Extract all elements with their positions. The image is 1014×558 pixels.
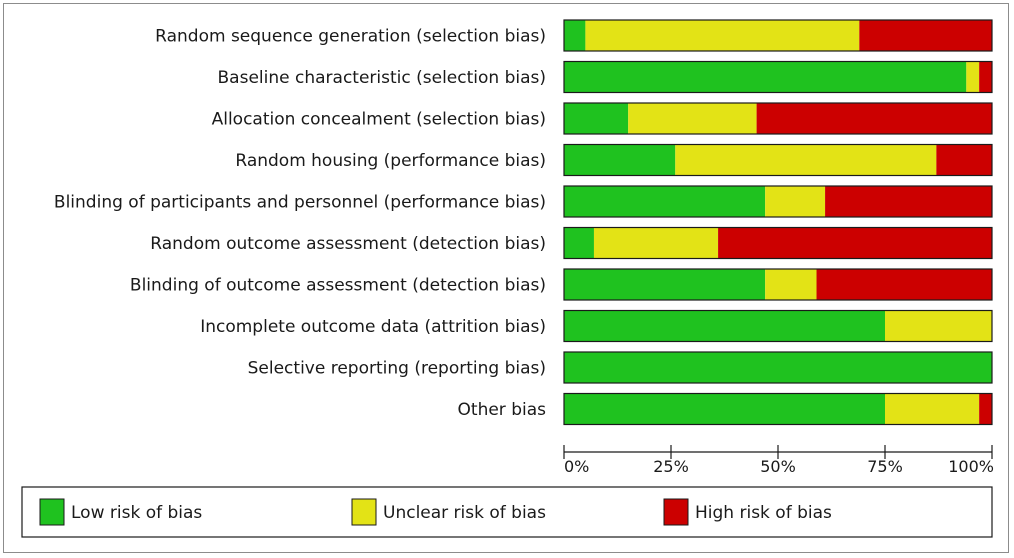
x-tick-label: 75%: [867, 457, 903, 476]
bar-segment-high-risk-of-bias: [936, 144, 992, 176]
category-label: Allocation concealment (selection bias): [212, 110, 546, 130]
bar-segment-high-risk-of-bias: [859, 20, 992, 51]
legend-label: Unclear risk of bias: [383, 503, 546, 523]
bar-outline: [563, 392, 993, 426]
bar-outline: [563, 102, 993, 135]
legend-label: High risk of bias: [695, 503, 832, 523]
bar-segment-unclear-risk-of-bias: [966, 61, 980, 93]
bar-outline: [563, 143, 993, 177]
category-label: Other bias: [458, 400, 547, 420]
bar-segment-high-risk-of-bias: [718, 227, 992, 259]
bar-segment-high-risk-of-bias: [816, 269, 992, 300]
bar-segment-low-risk-of-bias: [564, 144, 676, 176]
bar-segment-low-risk-of-bias: [564, 186, 766, 217]
bar-segment-low-risk-of-bias: [564, 20, 586, 51]
bar-outline: [563, 268, 993, 301]
legend-swatch-high-risk-of-bias: [663, 498, 689, 526]
legend-box: [21, 486, 993, 538]
bar-outline: [563, 60, 993, 94]
bar-outline: [563, 309, 993, 343]
bar-outline: [563, 19, 993, 52]
bar-segment-high-risk-of-bias: [979, 61, 992, 93]
bar-segment-unclear-risk-of-bias: [885, 393, 980, 425]
bar-segment-unclear-risk-of-bias: [675, 144, 937, 176]
bar-segment-unclear-risk-of-bias: [765, 186, 826, 217]
legend: Low risk of bias Unclear risk of bias High…: [21, 486, 993, 538]
bar-outline: [563, 226, 993, 260]
bar-outline: [563, 351, 993, 384]
bar-segment-low-risk-of-bias: [564, 352, 992, 383]
category-label: Random sequence generation (selection bi…: [155, 27, 546, 47]
bar-segment-unclear-risk-of-bias: [628, 103, 757, 134]
x-tick-label: 100%: [948, 457, 994, 476]
category-label: Blinding of outcome assessment (detectio…: [130, 276, 546, 296]
bar-segment-high-risk-of-bias: [979, 393, 992, 425]
category-label: Incomplete outcome data (attrition bias): [200, 317, 546, 337]
bar-segment-low-risk-of-bias: [564, 393, 885, 425]
legend-swatch-unclear-risk-of-bias: [351, 498, 377, 526]
bar-outline: [563, 185, 993, 218]
bar-segment-unclear-risk-of-bias: [765, 269, 817, 300]
legend-swatch-low-risk-of-bias: [39, 498, 65, 526]
bar-segment-low-risk-of-bias: [564, 269, 766, 300]
bar-segment-low-risk-of-bias: [564, 103, 629, 134]
x-tick-label: 50%: [760, 457, 796, 476]
bars-layer: Random sequence generation (selection bi…: [54, 19, 993, 426]
bar-segment-low-risk-of-bias: [564, 310, 885, 342]
category-label: Random housing (performance bias): [235, 151, 546, 171]
category-label: Selective reporting (reporting bias): [248, 359, 546, 379]
bar-segment-low-risk-of-bias: [564, 227, 594, 259]
x-tick-label: 0%: [564, 457, 589, 476]
legend-label: Low risk of bias: [71, 503, 202, 523]
x-tick-label: 25%: [653, 457, 689, 476]
bar-segment-unclear-risk-of-bias: [593, 227, 719, 259]
category-label: Baseline characteristic (selection bias): [218, 68, 546, 88]
bar-segment-low-risk-of-bias: [564, 61, 967, 93]
category-label: Random outcome assessment (detection bia…: [150, 234, 546, 254]
bar-segment-high-risk-of-bias: [756, 103, 992, 134]
bar-segment-unclear-risk-of-bias: [885, 310, 992, 342]
bar-segment-unclear-risk-of-bias: [585, 20, 860, 51]
x-axis: 0% 25% 50% 75% 100%: [563, 445, 994, 476]
bar-segment-high-risk-of-bias: [825, 186, 992, 217]
category-label: Blinding of participants and personnel (…: [54, 193, 546, 213]
